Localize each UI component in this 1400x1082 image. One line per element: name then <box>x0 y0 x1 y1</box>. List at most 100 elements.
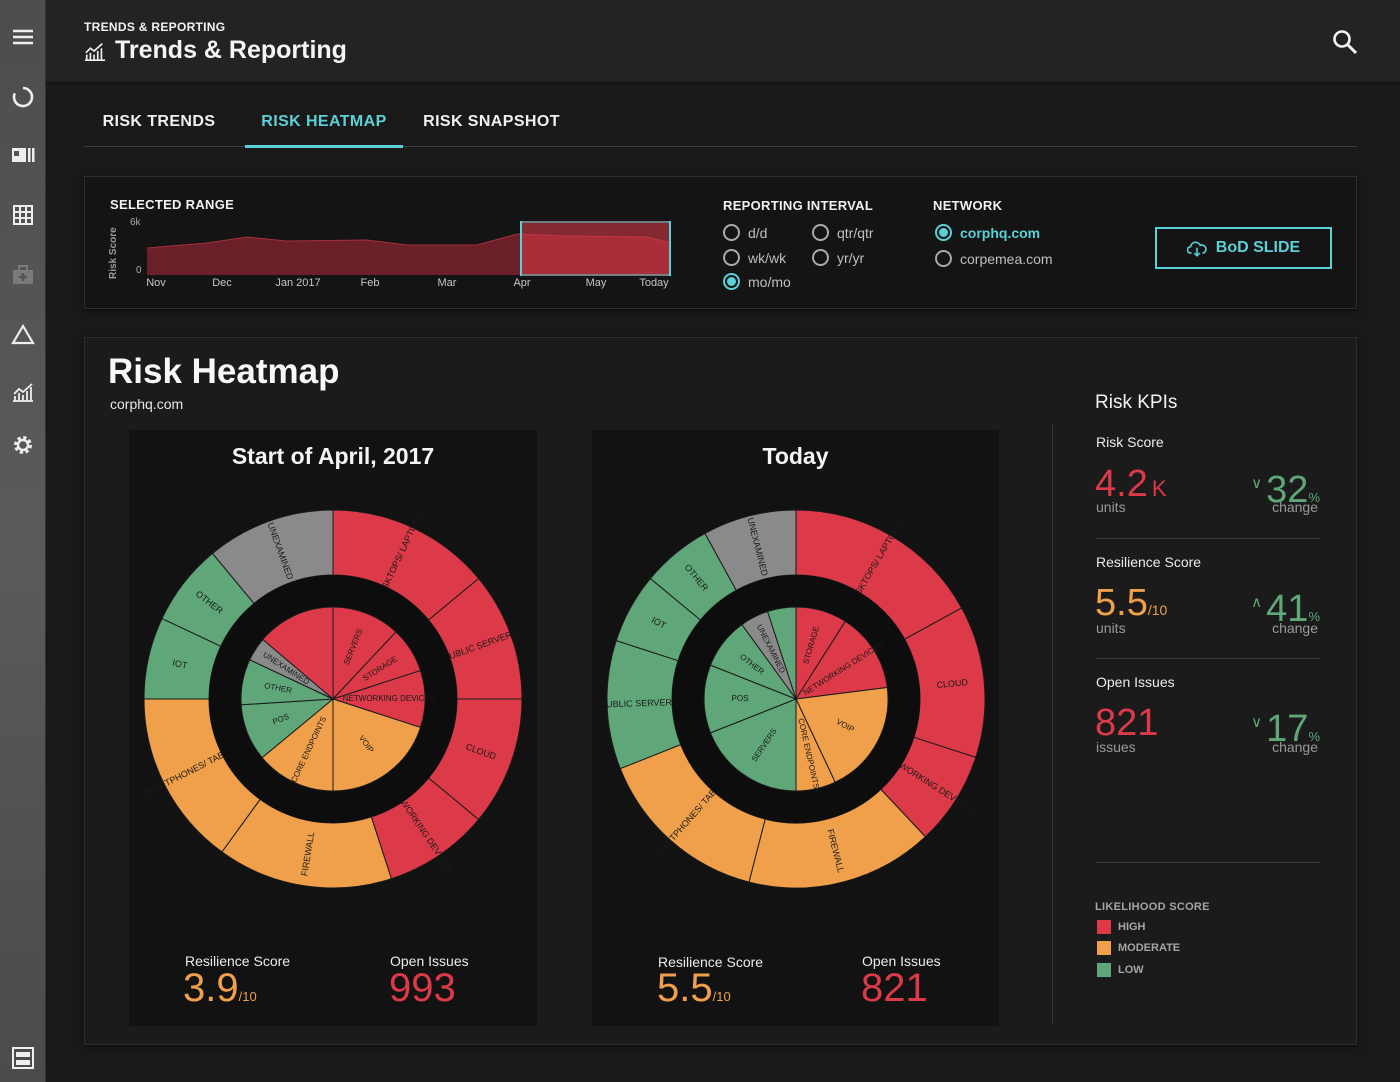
bod-slide-label: BoD SLIDE <box>1215 239 1301 256</box>
kpi-resilience-change: ∧ 41% <box>1251 588 1320 630</box>
range-x-tick: Today <box>639 277 669 289</box>
id-card-icon[interactable] <box>7 139 39 171</box>
interval-option-mo[interactable]: mo/mo <box>723 273 791 290</box>
sunburst-label: CLOUD <box>936 677 969 690</box>
search-icon[interactable] <box>1332 29 1358 55</box>
open-issues-label: Open Issues <box>390 953 469 969</box>
radio-button-selected[interactable] <box>935 224 952 241</box>
sunburst-segment[interactable] <box>795 620 888 700</box>
sunburst-segment[interactable] <box>261 697 334 792</box>
open-issues-label: Open Issues <box>862 953 941 969</box>
legend-swatch <box>1097 941 1111 955</box>
legend-swatch <box>1097 963 1111 977</box>
menu-icon[interactable] <box>7 21 39 53</box>
radio-button[interactable] <box>723 224 740 241</box>
radio-button[interactable] <box>935 250 952 267</box>
open-issues-value: 821 <box>861 966 928 1010</box>
kpi-resilience-label: Resilience Score <box>1096 554 1202 570</box>
left-rail <box>0 0 46 1082</box>
grid-icon[interactable] <box>7 199 39 231</box>
range-y-max: 6k <box>130 217 141 228</box>
kpi-resilience-change-label: change <box>1272 620 1318 636</box>
legend-swatch <box>1097 920 1111 934</box>
range-x-tick: Dec <box>212 277 232 289</box>
card-title: Today <box>762 443 829 469</box>
legend-item-high: HIGH <box>1097 920 1146 934</box>
card-title: Start of April, 2017 <box>231 443 435 469</box>
sunburst-segment[interactable] <box>262 606 334 701</box>
resilience-label: Resilience Score <box>658 954 764 970</box>
resilience-label: Resilience Score <box>185 953 291 969</box>
sunburst-label: NETWORKING DEVICES <box>343 694 435 703</box>
radio-button-selected[interactable] <box>723 273 740 290</box>
range-panel: SELECTED RANGE Risk Score 6k 0 Nov Dec J… <box>84 176 1357 309</box>
network-option-corphq[interactable]: corphq.com <box>935 224 1040 241</box>
range-y-axis-label: Risk Score <box>108 227 119 279</box>
refresh-icon[interactable] <box>7 81 39 113</box>
chevron-down-icon: ∨ <box>1251 475 1263 492</box>
range-x-tick: May <box>585 277 607 289</box>
heatmap-title: Risk Heatmap <box>108 352 340 391</box>
legend-item-low: LOW <box>1097 963 1144 977</box>
trends-icon <box>84 40 106 62</box>
warning-icon[interactable] <box>7 319 39 351</box>
range-x-tick: Feb <box>360 277 380 289</box>
kpi-open-issues-change: ∨ 17% <box>1251 708 1320 750</box>
kpi-open-issues-value: 821 <box>1095 702 1159 744</box>
trends-icon[interactable] <box>7 376 39 408</box>
sunburst-segment[interactable] <box>709 698 797 792</box>
panel-divider <box>1052 424 1053 1024</box>
range-y-min: 0 <box>136 265 142 276</box>
interval-option-qtr[interactable]: qtr/qtr <box>812 224 874 241</box>
range-x-tick: Nov <box>146 277 166 289</box>
heatmap-card-april: Start of April, 2017 DESKTOPS/ LAPTOPS PU… <box>129 430 537 1026</box>
chevron-up-icon: ∧ <box>1251 594 1263 611</box>
sunburst-segment[interactable] <box>766 606 797 700</box>
sunburst-segment[interactable] <box>795 686 889 783</box>
legend-item-moderate: MODERATE <box>1097 941 1180 955</box>
radio-button[interactable] <box>812 249 829 266</box>
bod-slide-button[interactable]: BoD SLIDE <box>1155 227 1332 269</box>
network-option-corpemea[interactable]: corpemea.com <box>935 250 1053 267</box>
radio-button[interactable] <box>812 224 829 241</box>
interval-option-yr[interactable]: yr/yr <box>812 249 864 266</box>
heatmap-card-today: Today DESKTOPS/ LAPTOPS CLOUD NETWORKING D… <box>592 430 999 1026</box>
cloud-download-icon <box>1186 241 1207 257</box>
open-issues-value: 993 <box>389 966 456 1010</box>
breadcrumb: TRENDS & REPORTING <box>84 20 226 34</box>
tab-risk-heatmap[interactable]: RISK HEATMAP <box>245 96 403 148</box>
range-area-chart[interactable] <box>147 221 671 276</box>
legend-title: LIKELIHOOD SCORE <box>1095 901 1210 913</box>
network-label: NETWORK <box>933 198 1003 213</box>
interval-option-dd[interactable]: d/d <box>723 224 767 241</box>
sunburst-segment[interactable] <box>332 698 422 792</box>
sunburst-segment[interactable] <box>703 664 798 734</box>
chevron-down-icon: ∨ <box>1251 714 1263 731</box>
kpi-separator <box>1096 658 1320 659</box>
heatmap-panel: Risk Heatmap corphq.com Start of April, … <box>84 337 1357 1045</box>
kpi-risk-score-change: ∨ 32% <box>1251 469 1320 511</box>
sunburst-label: IOT <box>172 658 189 671</box>
layout-icon[interactable] <box>7 1042 39 1074</box>
sunburst-segment[interactable] <box>332 606 397 701</box>
kpi-risk-score-change-label: change <box>1272 499 1318 515</box>
tab-risk-trends[interactable]: RISK TRENDS <box>102 113 216 130</box>
medkit-icon[interactable] <box>7 259 39 291</box>
kpi-resilience-unit: units <box>1096 620 1126 636</box>
sunburst-label: PUBLIC SERVERS <box>602 697 678 709</box>
kpi-resilience-value: 5.5/10 <box>1095 582 1168 624</box>
tab-risk-snapshot[interactable]: RISK SNAPSHOT <box>423 113 560 130</box>
range-selection[interactable] <box>521 221 671 276</box>
kpi-risk-score-unit: units <box>1096 499 1126 515</box>
gear-icon[interactable] <box>7 429 39 461</box>
resilience-value: 5.5/10 <box>657 966 731 1010</box>
interval-option-wk[interactable]: wk/wk <box>723 249 786 266</box>
page-title: Trends & Reporting <box>115 36 347 64</box>
selected-range-label: SELECTED RANGE <box>110 197 235 212</box>
kpi-open-issues-label: Open Issues <box>1096 674 1175 690</box>
kpi-title: Risk KPIs <box>1095 392 1178 413</box>
radio-button[interactable] <box>723 249 740 266</box>
reporting-interval-label: REPORTING INTERVAL <box>723 198 874 213</box>
